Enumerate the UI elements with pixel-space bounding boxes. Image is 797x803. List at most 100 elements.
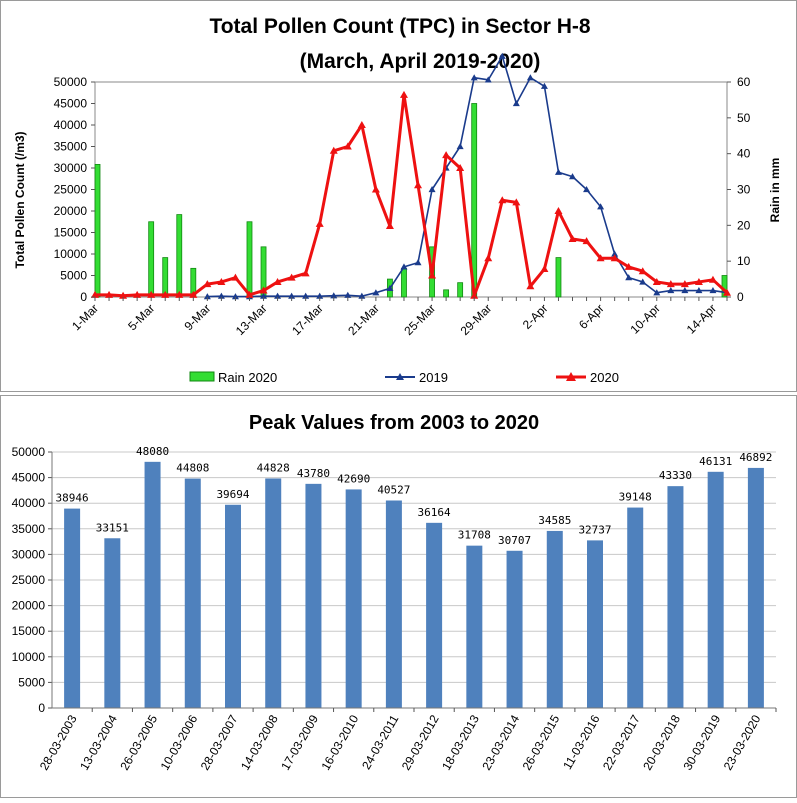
tpc-x-tick-label: 1-Mar xyxy=(69,301,101,333)
series-2020-point xyxy=(231,273,240,281)
tpc-y2-tick-label: 30 xyxy=(737,183,751,197)
series-2020-point xyxy=(624,262,633,270)
series-2020-point xyxy=(610,254,619,262)
series-2019-point xyxy=(231,293,239,300)
peak-x-tick-label: 29-03-2012 xyxy=(399,712,442,772)
series-2020-point xyxy=(91,290,99,298)
tpc-chart-subtitle: (March, April 2019-2020) xyxy=(300,50,541,73)
legend-2019-marker xyxy=(396,373,404,380)
tpc-y-tick-label: 45000 xyxy=(54,97,88,111)
series-2019-point xyxy=(597,203,605,210)
tpc-y-tick-label: 5000 xyxy=(60,269,87,283)
tpc-y2-tick-label: 0 xyxy=(737,290,744,304)
peak-data-label: 30707 xyxy=(498,534,531,547)
series-2019-point xyxy=(274,292,282,299)
peak-y-tick-label: 10000 xyxy=(12,650,46,664)
peak-data-label: 31708 xyxy=(458,529,491,542)
peak-x-tick-label: 13-03-2004 xyxy=(77,712,120,772)
tpc-x-tick-label: 9-Mar xyxy=(181,301,213,333)
peak-data-label: 36164 xyxy=(418,506,451,519)
series-2019-point xyxy=(512,100,520,107)
tpc-y-tick-label: 10000 xyxy=(54,247,88,261)
peak-y-tick-label: 25000 xyxy=(12,573,46,587)
peak-y-tick-label: 5000 xyxy=(18,675,45,689)
peak-bar xyxy=(305,483,322,708)
series-2019-point xyxy=(611,250,619,257)
tpc-x-tick-label: 25-Mar xyxy=(401,301,438,338)
rain-bar xyxy=(148,221,155,298)
tpc-x-tick-label: 5-Mar xyxy=(125,301,157,333)
tpc-x-tick-label: 13-Mar xyxy=(233,301,270,338)
series-2020-point xyxy=(245,290,254,298)
series-2019-point xyxy=(695,287,703,294)
peak-y-tick-label: 30000 xyxy=(12,547,46,561)
series-2019-point xyxy=(400,263,408,270)
peak-x-tick-label: 23-03-2014 xyxy=(479,712,522,772)
series-2019-point xyxy=(428,186,436,193)
peak-data-label: 48080 xyxy=(136,445,169,458)
series-2020-point xyxy=(428,271,437,279)
peak-data-label: 34585 xyxy=(538,514,571,527)
tpc-chart-title: Total Pollen Count (TPC) in Sector H-8 xyxy=(209,15,590,38)
tpc-y2-tick-label: 40 xyxy=(737,147,751,161)
peak-data-label: 44828 xyxy=(257,461,290,474)
peak-x-tick-label: 16-03-2010 xyxy=(318,712,361,772)
peak-x-tick-label: 14-03-2008 xyxy=(238,712,281,772)
peak-chart-panel: Peak Values from 2003 to 2020 38946 33151… xyxy=(0,395,797,798)
peak-y-tick-label: 15000 xyxy=(12,624,46,638)
series-2020-point xyxy=(105,290,114,298)
series-2020-point xyxy=(203,280,212,288)
legend-2020-marker xyxy=(566,372,576,381)
peak-x-tick-label: 11-03-2016 xyxy=(560,712,603,772)
tpc-legend: Rain 2020 2019 2020 xyxy=(189,370,619,385)
peak-bar xyxy=(265,478,282,708)
series-2020-point xyxy=(470,291,479,299)
peak-y-tick-label: 0 xyxy=(38,701,45,715)
series-2020-point xyxy=(596,254,605,262)
series-2020-point xyxy=(414,181,423,189)
series-2019-point xyxy=(625,274,633,281)
tpc-y-tick-label: 35000 xyxy=(54,140,88,154)
legend-rain-label: Rain 2020 xyxy=(218,370,277,385)
tpc-y-tick-label: 50000 xyxy=(54,75,88,89)
peak-x-tick-label: 26-03-2005 xyxy=(117,712,160,772)
series-2020-line xyxy=(95,93,729,298)
series-2020-point xyxy=(133,290,142,298)
series-2019-point xyxy=(414,259,422,266)
series-2019-point xyxy=(203,293,211,300)
series-2019-point xyxy=(526,74,534,81)
tpc-y-axis-label: Total Pollen Count (/m3) xyxy=(13,131,27,268)
peak-y-tick-label: 40000 xyxy=(12,496,46,510)
peak-x-tick-label: 10-03-2006 xyxy=(158,712,201,772)
peak-bar xyxy=(466,545,483,708)
peak-bar xyxy=(546,530,563,708)
series-2020-point xyxy=(442,151,451,159)
series-2020-point xyxy=(301,269,310,277)
series-2019-point xyxy=(302,292,310,299)
rain-bar xyxy=(246,221,253,298)
series-2020-point xyxy=(217,277,226,285)
series-2020-point xyxy=(385,222,394,230)
series-2019-point xyxy=(639,278,647,285)
series-2020-point xyxy=(540,265,549,273)
series-2019-point xyxy=(569,173,577,180)
series-2020-point xyxy=(694,277,703,285)
peak-bar xyxy=(385,500,402,708)
series-2019-point xyxy=(288,292,296,299)
series-2020-point xyxy=(526,282,535,290)
peak-x-tick-label: 22-03-2017 xyxy=(600,712,643,772)
tpc-y2-tick-label: 20 xyxy=(737,218,751,232)
peak-bar xyxy=(64,508,81,708)
peak-x-tick-label: 28-03-2007 xyxy=(198,712,241,772)
tpc-y-tick-label: 20000 xyxy=(54,204,88,218)
series-2020-point xyxy=(568,234,577,242)
series-2019-point xyxy=(372,289,380,296)
peak-data-label: 39694 xyxy=(216,488,249,501)
series-2019-line xyxy=(207,55,728,298)
tpc-y-tick-label: 15000 xyxy=(54,226,88,240)
series-2020-point xyxy=(582,237,591,245)
rain-bar xyxy=(443,289,450,298)
series-2019-point xyxy=(344,291,352,298)
series-2020-point xyxy=(315,219,324,227)
tpc-y2-tick-label: 50 xyxy=(737,111,751,125)
